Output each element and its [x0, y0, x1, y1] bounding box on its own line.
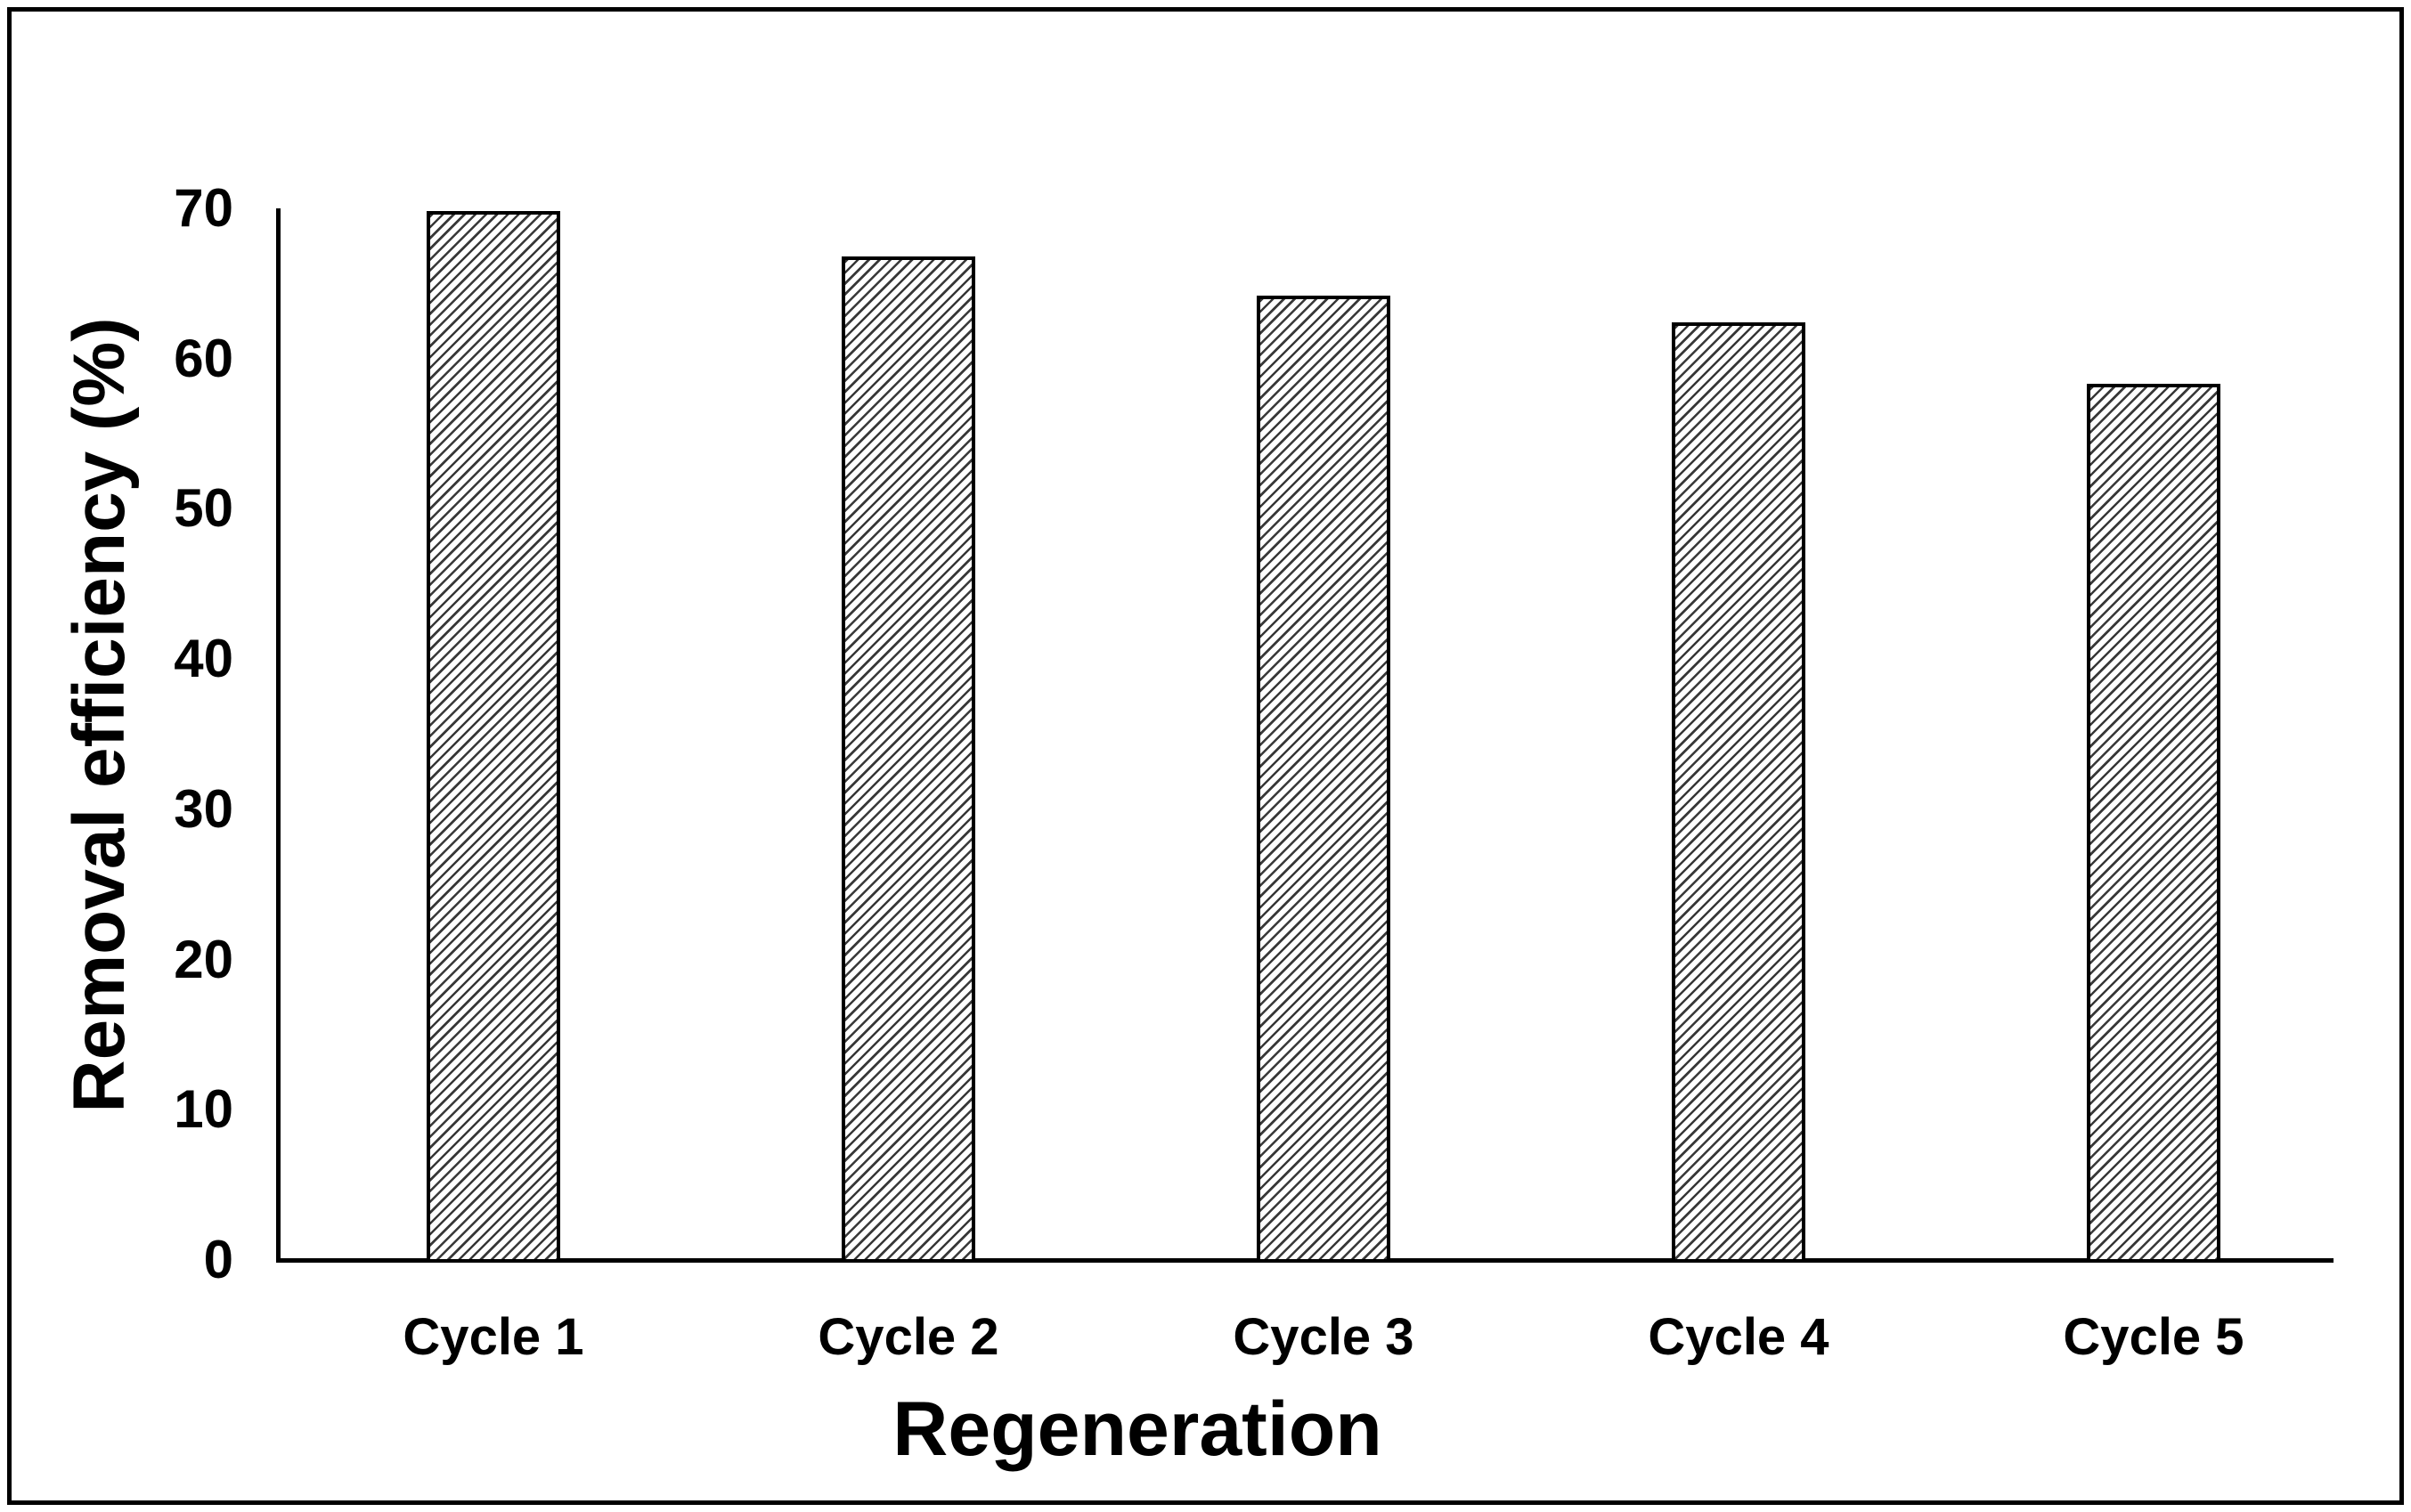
- chart-outer-border: [7, 7, 2404, 1505]
- y-tick-label-0: 0: [203, 1230, 233, 1289]
- y-tick-label-20: 20: [174, 929, 233, 989]
- x-category-label-2: Cycle 2: [818, 1308, 999, 1366]
- y-tick-label-50: 50: [174, 478, 233, 539]
- x-category-label-3: Cycle 3: [1233, 1308, 1414, 1366]
- y-tick-label-70: 70: [174, 178, 233, 239]
- bar-cycle-3: [1257, 295, 1390, 1263]
- x-category-label-1: Cycle 1: [403, 1308, 584, 1366]
- bar-cycle-2: [842, 256, 975, 1263]
- x-axis-title: Regeneration: [892, 1386, 1382, 1472]
- y-tick-label-30: 30: [174, 778, 233, 839]
- x-category-label-4: Cycle 4: [1648, 1308, 1829, 1366]
- y-axis-title: Removal efficiency (%): [59, 317, 140, 1113]
- y-tick-label-40: 40: [174, 629, 233, 689]
- bar-cycle-5: [2087, 384, 2220, 1263]
- y-tick-label-60: 60: [174, 328, 233, 388]
- x-category-label-5: Cycle 5: [2063, 1308, 2244, 1366]
- bar-cycle-1: [427, 211, 560, 1263]
- bar-cycle-4: [1672, 322, 1805, 1263]
- y-tick-label-10: 10: [174, 1079, 233, 1140]
- y-axis-line: [276, 208, 281, 1263]
